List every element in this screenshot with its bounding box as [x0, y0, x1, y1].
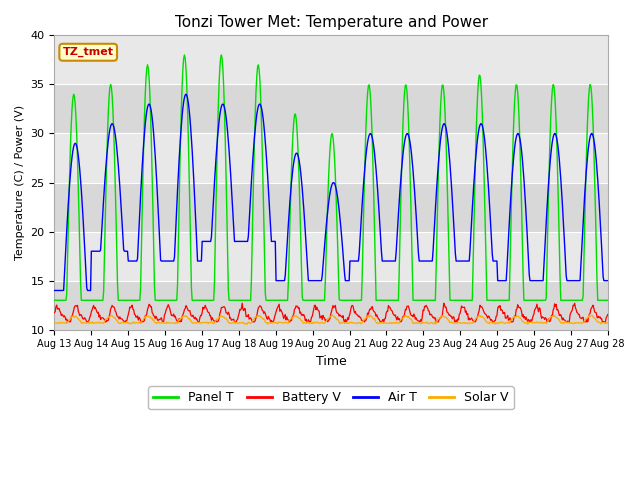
Solar V: [51, 320, 58, 326]
Solar V: [173, 321, 181, 326]
Panel T: [61, 298, 68, 303]
Battery V: [204, 308, 211, 314]
Line: Solar V: Solar V: [54, 315, 608, 324]
Panel T: [180, 52, 188, 58]
Air T: [399, 151, 407, 156]
Air T: [415, 258, 423, 264]
Battery V: [416, 319, 424, 325]
Air T: [182, 91, 190, 97]
Air T: [61, 272, 68, 278]
Text: TZ_tmet: TZ_tmet: [63, 47, 114, 58]
Air T: [51, 288, 58, 293]
Panel T: [204, 298, 211, 303]
Battery V: [175, 319, 182, 325]
Bar: [54, 182, 608, 231]
Line: Panel T: Panel T: [54, 55, 608, 300]
Solar V: [118, 320, 125, 326]
Solar V: [399, 315, 407, 321]
Bar: [54, 36, 608, 84]
Battery V: [604, 312, 612, 317]
Solar V: [415, 320, 423, 325]
Line: Air T: Air T: [54, 94, 608, 290]
Battery V: [63, 319, 71, 325]
Panel T: [173, 282, 181, 288]
Air T: [118, 208, 125, 214]
Panel T: [415, 298, 423, 303]
Solar V: [604, 320, 612, 326]
Bar: [54, 281, 608, 330]
Y-axis label: Temperature (C) / Power (V): Temperature (C) / Power (V): [15, 105, 25, 260]
Title: Tonzi Tower Met: Temperature and Power: Tonzi Tower Met: Temperature and Power: [175, 15, 488, 30]
Solar V: [203, 320, 211, 326]
Panel T: [604, 298, 612, 303]
Solar V: [243, 322, 251, 327]
Panel T: [399, 119, 407, 125]
Bar: [54, 231, 608, 281]
Air T: [204, 239, 211, 244]
Battery V: [118, 316, 126, 322]
Bar: [54, 84, 608, 133]
Battery V: [51, 310, 58, 315]
Legend: Panel T, Battery V, Air T, Solar V: Panel T, Battery V, Air T, Solar V: [148, 386, 514, 409]
Battery V: [400, 314, 408, 320]
Solar V: [586, 312, 593, 318]
Bar: [54, 133, 608, 182]
Battery V: [61, 313, 68, 319]
Line: Battery V: Battery V: [54, 303, 608, 322]
Solar V: [61, 321, 68, 326]
X-axis label: Time: Time: [316, 355, 346, 368]
Air T: [173, 187, 181, 193]
Panel T: [51, 298, 58, 303]
Panel T: [118, 298, 125, 303]
Air T: [604, 278, 612, 284]
Battery V: [238, 300, 246, 306]
